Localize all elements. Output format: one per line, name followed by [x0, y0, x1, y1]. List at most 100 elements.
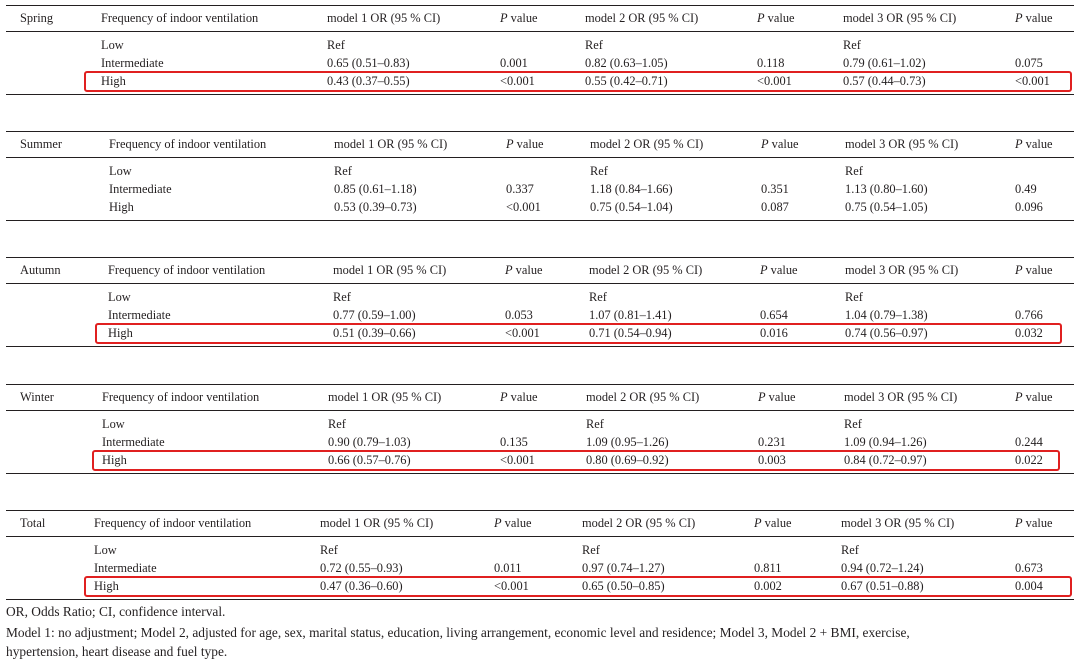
row-high-model2-p: 0.087	[761, 200, 789, 214]
row-high-label: High	[94, 579, 119, 593]
row-intermediate-label: Intermediate	[109, 182, 172, 196]
p-italic-letter: P	[505, 263, 513, 277]
row-high-model3-p: 0.022	[1015, 453, 1043, 467]
row-high-model2-or: 0.55 (0.42–0.71)	[585, 74, 668, 88]
row-low-model1-or: Ref	[320, 543, 338, 557]
p-italic-letter: P	[758, 390, 766, 404]
header-pvalue-2: P value	[754, 516, 792, 531]
row-intermediate-model1-p: 0.337	[506, 182, 534, 196]
footnote-models-2: hypertension, heart disease and fuel typ…	[6, 644, 228, 659]
row-high-model2-or: 0.80 (0.69–0.92)	[586, 453, 669, 467]
high-row-highlight-box	[95, 323, 1062, 344]
table-top-rule	[6, 384, 1074, 385]
header-pvalue-2: P value	[760, 263, 798, 278]
p-italic-letter: P	[500, 11, 508, 25]
p-value-word: value	[501, 516, 532, 530]
row-high-model3-p: <0.001	[1015, 74, 1050, 88]
row-intermediate-model3-p: 0.673	[1015, 561, 1043, 575]
row-low-label: Low	[109, 164, 132, 178]
header-pvalue-3: P value	[1015, 516, 1053, 531]
header-model3: model 3 OR (95 % CI)	[845, 137, 959, 151]
p-italic-letter: P	[757, 11, 765, 25]
p-italic-letter: P	[761, 137, 769, 151]
header-pvalue-1: P value	[494, 516, 532, 531]
row-intermediate-model2-or: 1.07 (0.81–1.41)	[589, 308, 672, 322]
header-frequency: Frequency of indoor ventilation	[102, 390, 260, 404]
row-low-model3-or: Ref	[845, 290, 863, 304]
row-high-label: High	[101, 74, 126, 88]
row-intermediate-model2-p: 0.351	[761, 182, 789, 196]
header-model1: model 1 OR (95 % CI)	[328, 390, 442, 404]
season-label: Autumn	[20, 263, 61, 277]
row-intermediate-label: Intermediate	[94, 561, 157, 575]
row-low-model3-or: Ref	[841, 543, 859, 557]
header-model3: model 3 OR (95 % CI)	[841, 516, 955, 530]
p-value-word: value	[765, 390, 796, 404]
header-model1: model 1 OR (95 % CI)	[334, 137, 448, 151]
header-model2: model 2 OR (95 % CI)	[585, 11, 699, 25]
header-frequency: Frequency of indoor ventilation	[108, 263, 266, 277]
row-high-model1-or: 0.43 (0.37–0.55)	[327, 74, 410, 88]
header-model3: model 3 OR (95 % CI)	[845, 263, 959, 277]
row-intermediate-model3-or: 1.09 (0.94–1.26)	[844, 435, 927, 449]
row-high-model1-p: <0.001	[494, 579, 529, 593]
row-low-label: Low	[94, 543, 117, 557]
header-pvalue-1: P value	[500, 390, 538, 405]
row-high-model2-p: 0.003	[758, 453, 786, 467]
p-value-word: value	[513, 137, 544, 151]
row-intermediate-model1-p: 0.053	[505, 308, 533, 322]
row-high-model1-or: 0.66 (0.57–0.76)	[328, 453, 411, 467]
season-label: Total	[20, 516, 46, 530]
header-frequency: Frequency of indoor ventilation	[94, 516, 252, 530]
p-value-word: value	[1022, 11, 1053, 25]
row-high-model2-or: 0.71 (0.54–0.94)	[589, 326, 672, 340]
row-high-model2-p: 0.002	[754, 579, 782, 593]
p-value-word: value	[1022, 263, 1053, 277]
row-low-model2-or: Ref	[586, 417, 604, 431]
header-model1: model 1 OR (95 % CI)	[333, 263, 447, 277]
row-intermediate-model3-p: 0.49	[1015, 182, 1037, 196]
row-high-model3-or: 0.74 (0.56–0.97)	[845, 326, 928, 340]
row-low-label: Low	[101, 38, 124, 52]
row-intermediate-model3-or: 0.79 (0.61–1.02)	[843, 56, 926, 70]
row-low-label: Low	[108, 290, 131, 304]
p-value-word: value	[768, 137, 799, 151]
row-high-model3-p: 0.032	[1015, 326, 1043, 340]
p-italic-letter: P	[1015, 137, 1023, 151]
row-intermediate-model2-or: 0.97 (0.74–1.27)	[582, 561, 665, 575]
row-high-label: High	[102, 453, 127, 467]
row-high-model1-p: <0.001	[500, 453, 535, 467]
row-intermediate-model1-p: 0.011	[494, 561, 522, 575]
row-high-model3-or: 0.57 (0.44–0.73)	[843, 74, 926, 88]
row-low-model1-or: Ref	[333, 290, 351, 304]
p-italic-letter: P	[1015, 390, 1023, 404]
row-intermediate-model1-p: 0.001	[500, 56, 528, 70]
table-top-rule	[6, 257, 1074, 258]
row-intermediate-model3-p: 0.244	[1015, 435, 1043, 449]
p-italic-letter: P	[506, 137, 514, 151]
row-low-model3-or: Ref	[845, 164, 863, 178]
header-bottom-rule	[6, 31, 1074, 32]
p-italic-letter: P	[760, 263, 768, 277]
row-low-model2-or: Ref	[590, 164, 608, 178]
season-label: Summer	[20, 137, 62, 151]
table-top-rule	[6, 131, 1074, 132]
header-model2: model 2 OR (95 % CI)	[589, 263, 703, 277]
row-intermediate-model2-p: 0.231	[758, 435, 786, 449]
table-top-rule	[6, 510, 1074, 511]
footnote-models-1: Model 1: no adjustment; Model 2, adjuste…	[6, 625, 910, 640]
row-intermediate-model3-p: 0.766	[1015, 308, 1043, 322]
header-frequency: Frequency of indoor ventilation	[109, 137, 267, 151]
p-value-word: value	[764, 11, 795, 25]
header-bottom-rule	[6, 283, 1074, 284]
header-model2: model 2 OR (95 % CI)	[590, 137, 704, 151]
row-intermediate-model2-p: 0.811	[754, 561, 782, 575]
row-high-model2-p: 0.016	[760, 326, 788, 340]
row-low-model3-or: Ref	[844, 417, 862, 431]
p-value-word: value	[507, 11, 538, 25]
row-intermediate-model1-or: 0.72 (0.55–0.93)	[320, 561, 403, 575]
row-intermediate-model1-or: 0.65 (0.51–0.83)	[327, 56, 410, 70]
row-intermediate-model2-p: 0.118	[757, 56, 785, 70]
row-intermediate-model2-or: 1.18 (0.84–1.66)	[590, 182, 673, 196]
high-row-highlight-box	[84, 576, 1072, 597]
